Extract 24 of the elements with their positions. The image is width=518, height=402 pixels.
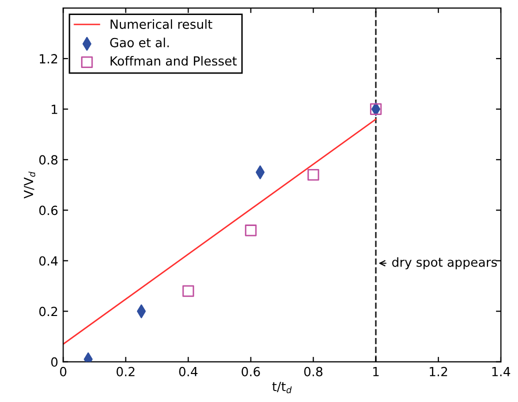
y-tick-label: 0 — [51, 357, 58, 367]
x-tick-label: 0.6 — [242, 366, 260, 376]
x-tick-label: 0.8 — [304, 366, 322, 376]
legend-label: Numerical result — [110, 19, 212, 29]
x-tick-label: 1 — [373, 367, 379, 376]
y-axis-title: V/V$_{d}$ — [24, 172, 36, 199]
y-tick-label: 1.2 — [40, 54, 58, 64]
legend-label: Koffman and Plesset — [110, 56, 237, 66]
y-tick-label: 0.6 — [39, 206, 58, 216]
x-tick-label: 0.2 — [116, 366, 134, 376]
x-tick-label: 1.2 — [430, 366, 448, 376]
x-axis-title: t/t$_{d}$ — [272, 382, 292, 394]
x-tick-label: 0 — [60, 366, 66, 376]
point — [244, 224, 257, 236]
annotation: dry spot appears — [392, 257, 497, 270]
point — [182, 285, 194, 297]
y-tick-label: 0.2 — [39, 306, 58, 316]
y-tick-label: 1 — [52, 104, 58, 114]
x-tick-label: 1.4 — [492, 367, 510, 376]
legend-label: Gao et al. — [110, 38, 169, 48]
y-tick-label: 0.4 — [39, 256, 58, 266]
y-tick-label: 0.8 — [39, 155, 58, 165]
point — [307, 168, 320, 181]
x-tick-label: 0.4 — [179, 366, 198, 376]
